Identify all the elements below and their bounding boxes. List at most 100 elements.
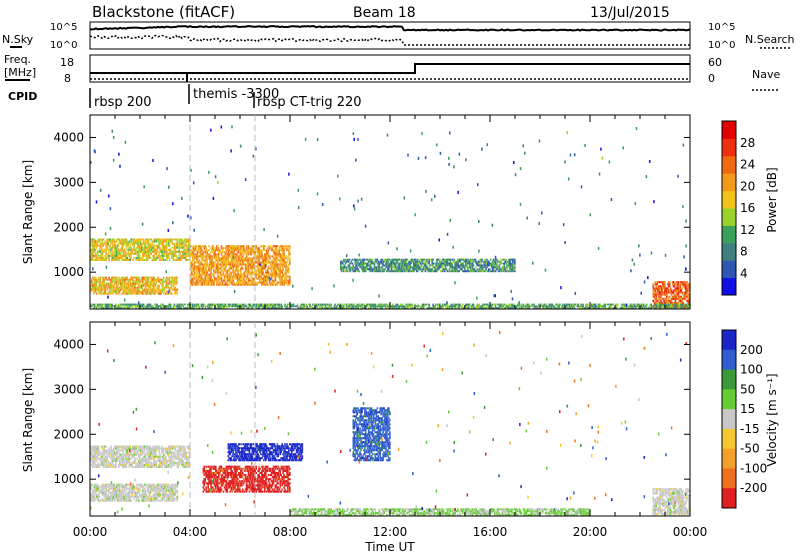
echo-cell bbox=[273, 305, 276, 308]
echo-cell bbox=[233, 275, 235, 278]
echo-cell bbox=[276, 251, 279, 254]
echo-cell bbox=[471, 303, 474, 306]
echo-cell bbox=[236, 277, 238, 280]
echo-cell bbox=[459, 258, 461, 261]
echo-cell bbox=[415, 270, 418, 273]
echo-cell bbox=[377, 303, 380, 306]
echo-cell bbox=[373, 268, 376, 271]
echo-cell bbox=[504, 268, 507, 271]
echo-cell bbox=[193, 283, 196, 286]
echo-cell bbox=[387, 268, 389, 271]
echo-cell bbox=[94, 280, 97, 283]
echo-cell bbox=[368, 270, 371, 273]
echo-cell bbox=[95, 307, 98, 309]
echo-cell bbox=[267, 249, 270, 252]
echo-cell bbox=[279, 273, 282, 276]
echo-cell bbox=[218, 263, 221, 266]
echo-cell bbox=[173, 305, 176, 308]
echo-cell bbox=[164, 252, 166, 255]
echo-cell bbox=[274, 277, 277, 280]
echo-cell bbox=[444, 264, 447, 267]
echo-cell bbox=[108, 307, 110, 309]
echo-cell bbox=[590, 305, 593, 308]
echo-cell bbox=[465, 303, 468, 306]
echo-cell bbox=[216, 245, 219, 248]
echo-cell bbox=[132, 278, 134, 281]
echo-cell bbox=[395, 266, 398, 269]
echo-cell bbox=[224, 253, 227, 256]
echo-cell bbox=[667, 301, 670, 304]
echo-cell bbox=[169, 252, 172, 255]
echo-cell bbox=[130, 276, 132, 279]
echo-cell bbox=[486, 305, 488, 308]
echo-cell bbox=[221, 303, 224, 306]
echo-cell bbox=[371, 268, 374, 271]
echo-cell bbox=[135, 252, 137, 255]
echo-cell bbox=[592, 307, 595, 309]
echo-cell bbox=[199, 265, 202, 268]
echo-cell bbox=[435, 270, 437, 273]
echo-cell bbox=[224, 303, 227, 306]
echo-cell bbox=[675, 297, 678, 300]
echo-cell bbox=[629, 303, 632, 306]
echo-cell bbox=[581, 305, 583, 308]
echo-cell bbox=[537, 305, 539, 308]
echo-cell bbox=[241, 255, 244, 258]
echo-cell bbox=[610, 307, 612, 309]
echo-cell bbox=[344, 266, 347, 269]
echo-cell bbox=[174, 250, 177, 253]
echo-cell bbox=[361, 303, 363, 306]
echo-cell bbox=[245, 271, 248, 274]
echo-cell bbox=[454, 270, 457, 273]
echo-cell bbox=[186, 250, 188, 253]
echo-cell bbox=[354, 307, 357, 309]
echo-cell bbox=[261, 251, 263, 254]
echo-cell bbox=[667, 303, 670, 306]
echo-cell bbox=[203, 245, 206, 248]
echo-cell bbox=[471, 270, 474, 273]
echo-cell bbox=[243, 283, 246, 286]
echo-cell bbox=[228, 305, 231, 308]
echo-cell bbox=[281, 247, 283, 250]
echo-cell bbox=[240, 271, 242, 274]
echo-cell bbox=[584, 307, 586, 309]
echo-cell bbox=[249, 305, 252, 308]
echo-cell bbox=[367, 303, 370, 306]
echo-cell bbox=[162, 286, 164, 289]
echo-cell bbox=[110, 290, 112, 293]
echo-cell bbox=[112, 280, 114, 283]
echo-cell bbox=[242, 273, 245, 276]
echo-cell bbox=[190, 255, 192, 258]
echo-cell bbox=[438, 262, 440, 265]
echo-cell bbox=[171, 246, 174, 249]
echo-cell bbox=[667, 285, 670, 288]
echo-cell bbox=[190, 271, 193, 274]
echo-cell bbox=[90, 305, 92, 308]
echo-cell bbox=[147, 256, 150, 259]
echo-cell bbox=[250, 251, 253, 254]
echo-cell bbox=[205, 249, 207, 252]
echo-cell bbox=[195, 283, 198, 286]
echo-cell bbox=[217, 279, 220, 282]
echo-cell bbox=[613, 307, 615, 309]
echo-cell bbox=[446, 303, 449, 306]
echo-cell bbox=[153, 282, 156, 285]
echo-cell bbox=[257, 281, 259, 284]
echo-cell bbox=[326, 303, 329, 306]
echo-cell bbox=[305, 303, 307, 306]
echo-cell bbox=[681, 287, 683, 290]
echo-cell bbox=[357, 270, 359, 273]
echo-cell bbox=[520, 307, 523, 309]
echo-cell bbox=[263, 277, 265, 280]
echo-cell bbox=[160, 303, 162, 306]
echo-cell bbox=[221, 261, 224, 264]
echo-cell bbox=[147, 254, 150, 257]
echo-cell bbox=[329, 305, 332, 308]
echo-cell bbox=[203, 283, 206, 286]
echo-cell bbox=[191, 259, 194, 262]
echo-cell bbox=[198, 245, 201, 248]
echo-cell bbox=[257, 265, 259, 268]
echo-cell bbox=[271, 275, 274, 278]
echo-cell bbox=[178, 254, 181, 257]
echo-cell bbox=[418, 305, 421, 308]
